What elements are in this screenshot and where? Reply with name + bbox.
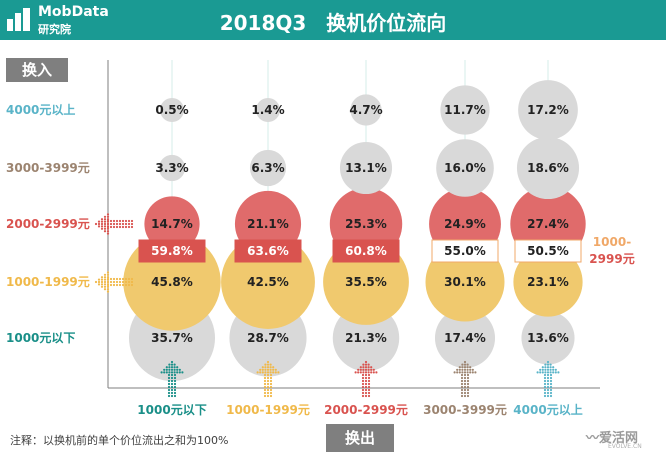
row-label-3: 1000-1999元 <box>6 275 90 289</box>
heartbeat-icon: 〰 <box>586 431 600 446</box>
bubble-label-r3-c4: 23.1% <box>527 275 569 289</box>
combined-label-1: 63.6% <box>247 244 289 258</box>
arrow-left-2000-2999 <box>94 213 134 235</box>
row-label-0: 4000元以上 <box>6 102 75 117</box>
bubble-r1-c3 <box>436 139 494 197</box>
bubble-label-r3-c0: 45.8% <box>151 275 193 289</box>
mobdata-logo-icon <box>7 8 30 31</box>
col-label-2: 2000-2999元 <box>324 403 408 417</box>
bubble-label-r2-c0: 14.7% <box>151 217 193 231</box>
bubble-label-r4-c0: 35.7% <box>151 331 193 345</box>
chart-title: 2018Q3 换机价位流向 <box>219 11 447 35</box>
combined-label-2: 60.8% <box>345 244 387 258</box>
header-bar: MobData 研究院 2018Q3 换机价位流向 <box>0 0 666 40</box>
arrow-up-4 <box>536 360 560 398</box>
bubble-label-r0-c3: 11.7% <box>444 103 486 117</box>
bubble-r4-c4 <box>521 311 575 365</box>
footnote: 注释：以换机前的单个价位流出之和为100% <box>10 434 229 447</box>
bubble-r0-c1 <box>256 98 280 122</box>
combined-side-label-2: 2999元 <box>589 252 634 266</box>
bubble-r4-c3 <box>434 307 496 369</box>
bubble-label-r1-c1: 6.3% <box>251 161 284 175</box>
combined-label-3: 55.0% <box>444 244 486 258</box>
x-axis-title: 换出 <box>326 424 394 452</box>
row-label-4: 1000元以下 <box>6 331 75 345</box>
bubble-r1-c1 <box>249 149 287 187</box>
row-label-1: 3000-3999元 <box>6 161 90 175</box>
col-label-1: 1000-1999元 <box>226 403 310 417</box>
bubble-r0-c2 <box>350 94 382 126</box>
combined-box-1 <box>234 239 302 263</box>
bubble-label-r0-c0: 0.5% <box>155 103 188 117</box>
arrow-up-0 <box>160 360 184 398</box>
col-label-4: 4000元以上 <box>513 402 582 417</box>
brand-name: MobData <box>38 4 109 20</box>
bubble-label-r2-c1: 21.1% <box>247 217 289 231</box>
col-label-0: 1000元以下 <box>137 403 206 417</box>
bubble-r1-c4 <box>516 136 580 200</box>
combined-label-0: 59.8% <box>151 244 193 258</box>
bubble-label-r4-c2: 21.3% <box>345 331 387 345</box>
bubble-r2-c0 <box>144 196 200 252</box>
bubble-label-r0-c2: 4.7% <box>349 103 382 117</box>
bubble-label-r2-c4: 27.4% <box>527 217 569 231</box>
bubble-r0-c3 <box>440 85 490 135</box>
col-label-3: 3000-3999元 <box>423 403 507 417</box>
bubble-label-r4-c1: 28.7% <box>247 331 289 345</box>
bubble-label-r3-c1: 42.5% <box>247 275 289 289</box>
combined-box-2 <box>332 239 400 263</box>
bubble-label-r1-c3: 16.0% <box>444 161 486 175</box>
bubble-label-r1-c2: 13.1% <box>345 161 387 175</box>
bubble-label-r2-c2: 25.3% <box>345 217 387 231</box>
bubble-label-r1-c4: 18.6% <box>527 161 569 175</box>
bubble-label-r3-c3: 30.1% <box>444 275 486 289</box>
brand-subtitle: 研究院 <box>38 23 71 36</box>
arrow-up-3 <box>453 360 477 398</box>
bubble-label-r0-c1: 1.4% <box>251 103 284 117</box>
watermark-text: 爱活网 <box>599 431 639 446</box>
row-label-2: 2000-2999元 <box>6 217 90 231</box>
arrow-up-1 <box>256 360 280 398</box>
y-axis-title: 换入 <box>6 58 68 82</box>
watermark-sub: EVOLVE.CN <box>608 443 642 450</box>
combined-box-3 <box>431 239 499 263</box>
combined-side-label-1: 1000- <box>593 235 631 249</box>
bubble-r3-c4 <box>513 247 583 317</box>
bubble-label-r1-c0: 3.3% <box>155 161 188 175</box>
bubble-r1-c2 <box>339 141 393 195</box>
watermark: 〰爱活网 <box>586 427 638 446</box>
arrow-left-1000-1999 <box>94 271 134 293</box>
bubble-label-r0-c4: 17.2% <box>527 103 569 117</box>
bubble-r0-c4 <box>518 80 578 140</box>
bubble-label-r2-c3: 24.9% <box>444 217 486 231</box>
bubble-label-r4-c3: 17.4% <box>444 331 486 345</box>
combined-box-4 <box>514 239 582 263</box>
bubble-label-r4-c4: 13.6% <box>527 331 569 345</box>
combined-box-0 <box>138 239 206 263</box>
arrow-up-2 <box>354 360 378 398</box>
bubble-r1-c0 <box>158 154 186 182</box>
bubble-r0-c0 <box>160 98 184 122</box>
bubble-label-r3-c2: 35.5% <box>345 275 387 289</box>
combined-label-4: 50.5% <box>527 244 569 258</box>
